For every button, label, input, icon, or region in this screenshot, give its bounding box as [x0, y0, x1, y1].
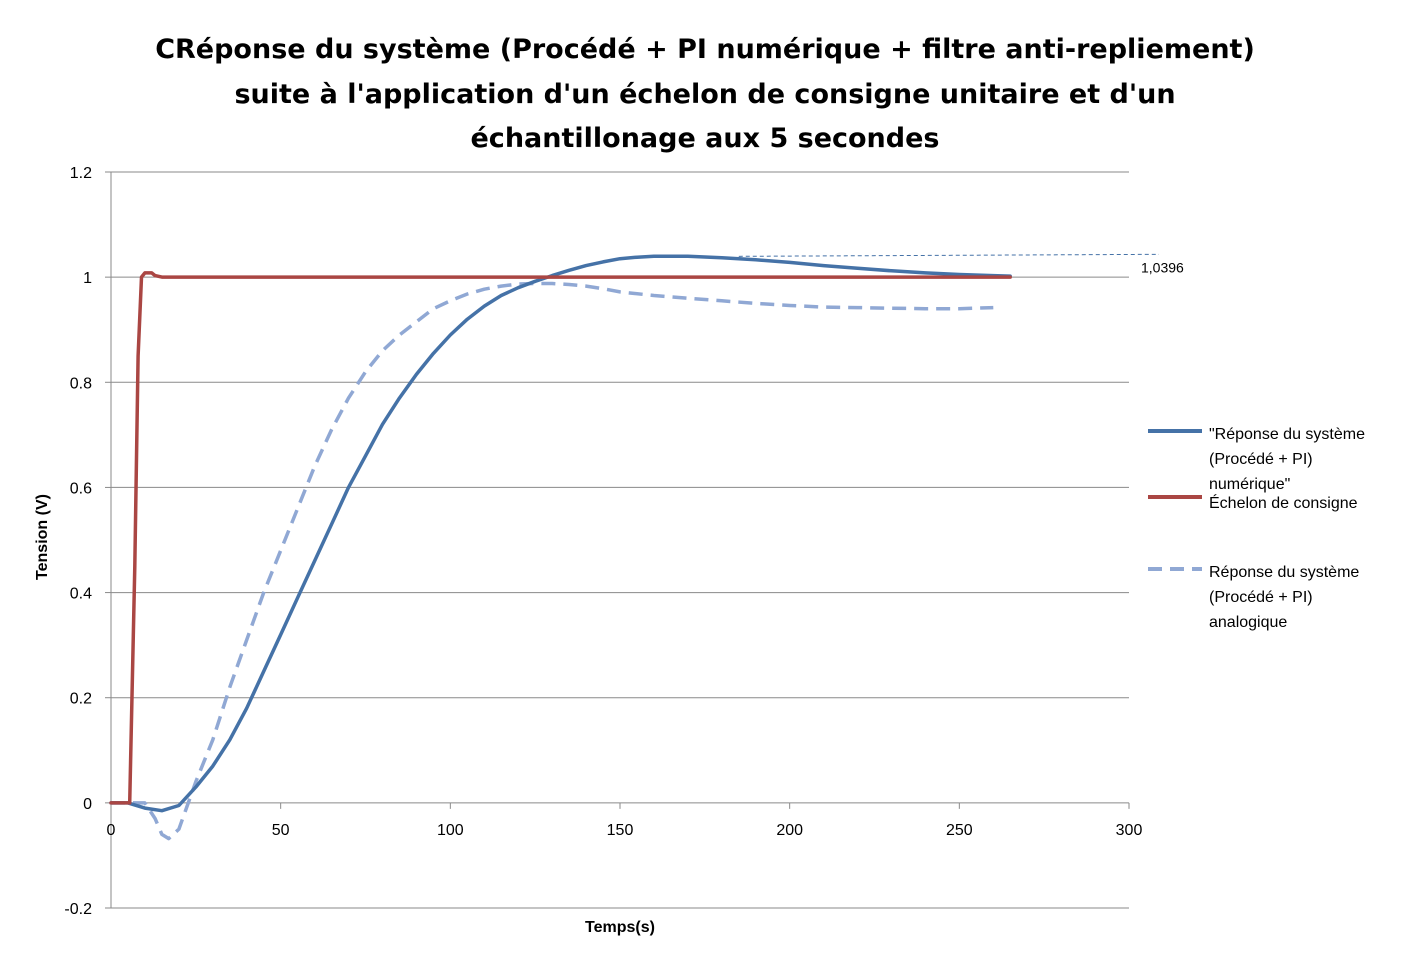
legend-label-line: (Procédé + PI) [1209, 589, 1313, 606]
annotation: 1,0396 [738, 253, 1184, 275]
chart-title-line-1: CRéponse du système (Procédé + PI numéri… [155, 34, 1255, 65]
y-tick-labels: -0.2 0 0.2 0.4 0.6 0.8 1 1.2 [64, 165, 92, 918]
series-line-1 [109, 271, 1012, 805]
legend-label-line: Échelon de consigne [1209, 493, 1358, 512]
legend-label-line: "Réponse du système [1209, 426, 1365, 443]
series-line-2 [111, 281, 994, 841]
series-lines [109, 254, 1012, 841]
x-tick-label: 200 [776, 822, 803, 839]
legend-label-line: analogique [1209, 614, 1287, 631]
chart-title-line-2: suite à l'application d'un échelon de co… [234, 79, 1175, 110]
legend-label-line: (Procédé + PI) [1209, 451, 1313, 468]
y-tick-label: 1 [83, 270, 92, 287]
x-tick-label: 100 [437, 822, 464, 839]
y-tick-label: 0.8 [70, 375, 92, 392]
x-tick-labels: 0 50 100 150 200 250 300 [107, 822, 1143, 839]
series-line-0 [109, 254, 1012, 813]
x-tick-label: 250 [946, 822, 973, 839]
y-tick-label: 0.2 [70, 691, 92, 708]
legend-label-2: Réponse du système (Procédé + PI) analogiq… [1209, 564, 1359, 631]
chart-title: CRéponse du système (Procédé + PI numéri… [155, 34, 1255, 154]
x-tick-label: 150 [607, 822, 634, 839]
y-tick-label: -0.2 [64, 901, 92, 918]
y-tick-label: 0 [83, 796, 92, 813]
chart-title-line-3: échantillonage aux 5 secondes [471, 123, 940, 154]
axes [105, 171, 1130, 909]
legend-label-line: Réponse du système [1209, 564, 1359, 581]
x-tick-label: 300 [1116, 822, 1143, 839]
annotation-line [738, 253, 1160, 257]
y-tick-label: 1.2 [70, 165, 92, 182]
legend-label-1: Échelon de consigne [1209, 493, 1358, 512]
legend-label-0: "Réponse du système (Procédé + PI) numériq… [1209, 426, 1365, 493]
annotation-label: 1,0396 [1141, 259, 1184, 275]
gridlines [111, 171, 1129, 909]
x-tick-label: 0 [107, 822, 116, 839]
y-tick-label: 0.4 [70, 586, 92, 603]
x-tick-label: 50 [272, 822, 290, 839]
x-axis-title: Temps(s) [585, 919, 655, 936]
legend: "Réponse du système (Procédé + PI) numériq… [1148, 426, 1365, 631]
y-tick-label: 0.6 [70, 480, 92, 497]
legend-label-line: numérique" [1209, 476, 1290, 493]
y-axis-title: Tension (V) [34, 494, 51, 580]
